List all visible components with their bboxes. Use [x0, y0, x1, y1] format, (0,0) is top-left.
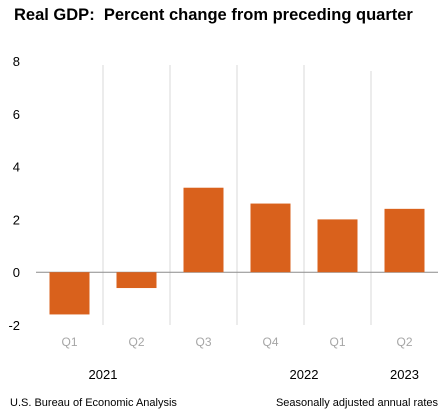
y-tick-label: -2	[8, 318, 20, 333]
quarter-label: Q1	[329, 335, 345, 349]
quarter-label: Q2	[128, 335, 144, 349]
source-note: U.S. Bureau of Economic Analysis	[10, 397, 177, 409]
bar	[317, 219, 358, 273]
chart-title: Real GDP: Percent change from preceding …	[14, 6, 413, 24]
bar	[49, 272, 90, 315]
quarter-label: Q3	[195, 335, 211, 349]
y-tick-label: 4	[13, 160, 20, 175]
y-tick-label: 8	[13, 54, 20, 69]
year-label: 2022	[290, 367, 319, 382]
quarter-label: Q2	[396, 335, 412, 349]
year-label: 2021	[89, 367, 118, 382]
bar	[116, 272, 157, 289]
bar	[250, 203, 291, 273]
y-tick-label: 6	[13, 107, 20, 122]
year-label: 2023	[390, 367, 419, 382]
rate-note: Seasonally adjusted annual rates	[275, 397, 438, 409]
bar	[183, 187, 224, 273]
bar	[384, 208, 425, 273]
y-tick-label: 0	[13, 265, 20, 280]
quarter-label: Q1	[61, 335, 77, 349]
quarter-label: Q4	[262, 335, 278, 349]
y-tick-label: 2	[13, 212, 20, 227]
